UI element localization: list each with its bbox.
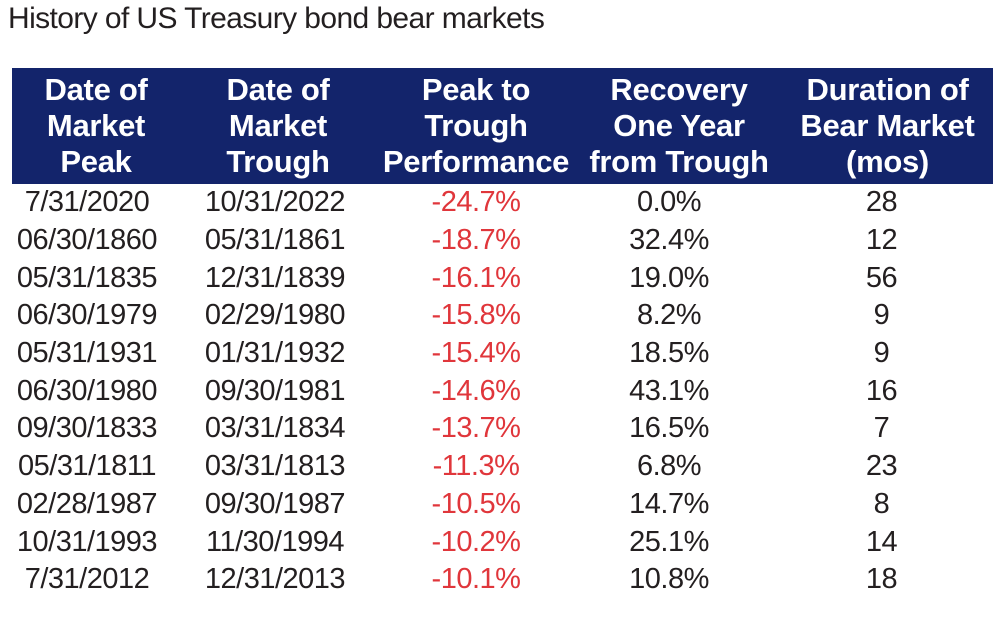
cell-recovery: 16.5% — [629, 412, 709, 445]
cell-peak-date: 05/31/1811 — [18, 450, 157, 483]
cell-recovery: 19.0% — [629, 261, 709, 294]
cell-recovery: 6.8% — [636, 450, 702, 483]
cell-duration: 16 — [865, 374, 898, 407]
cell-trough-date: 05/31/1861 — [204, 224, 346, 257]
header-line: Market — [228, 108, 328, 143]
cell-recovery: 14.7% — [629, 487, 709, 520]
header-recovery-one-year: Recovery One Year from Trough — [576, 68, 782, 184]
page-title: History of US Treasury bond bear markets — [8, 2, 545, 35]
cell-trough-date: 10/31/2022 — [204, 186, 346, 219]
header-line: Peak — [60, 144, 132, 179]
cell-recovery: 18.5% — [629, 337, 709, 370]
table-row: 06/30/1980 09/30/1981 -14.6% 43.1% 16 — [12, 372, 993, 410]
table-header: Date of Market Peak Date of Market Troug… — [12, 68, 993, 184]
header-date-of-market-peak: Date of Market Peak — [12, 68, 180, 184]
cell-performance: -15.8% — [431, 299, 521, 332]
cell-peak-date: 09/30/1833 — [16, 412, 158, 445]
cell-peak-date: 06/30/1860 — [16, 224, 158, 257]
header-line: Date of — [44, 72, 148, 107]
header-duration-of-bear-market: Duration of Bear Market (mos) — [782, 68, 993, 184]
cell-peak-date: 05/31/1931 — [16, 337, 158, 370]
cell-duration: 18 — [865, 563, 898, 596]
cell-duration: 9 — [873, 299, 890, 332]
header-line: Performance — [382, 144, 570, 179]
header-line: Date of — [226, 72, 330, 107]
cell-trough-date: 09/30/1987 — [204, 487, 346, 520]
table-row: 05/31/1811 03/31/1813 -11.3% 6.8% 23 — [12, 448, 993, 486]
cell-peak-date: 05/31/1835 — [16, 261, 158, 294]
cell-performance: -11.3% — [432, 450, 520, 483]
cell-peak-date: 7/31/2020 — [24, 186, 150, 219]
cell-trough-date: 02/29/1980 — [204, 299, 346, 332]
cell-performance: -14.6% — [431, 374, 521, 407]
cell-trough-date: 11/30/1994 — [206, 525, 345, 558]
table-row: 02/28/1987 09/30/1987 -10.5% 14.7% 8 — [12, 486, 993, 524]
header-line: Bear Market — [800, 108, 975, 143]
cell-duration: 8 — [873, 487, 890, 520]
cell-trough-date: 01/31/1932 — [204, 337, 346, 370]
cell-performance: -24.7% — [431, 186, 521, 219]
cell-performance: -13.7% — [431, 412, 521, 445]
table-row: 10/31/1993 11/30/1994 -10.2% 25.1% 14 — [12, 523, 993, 561]
cell-duration: 9 — [873, 337, 890, 370]
bear-market-table: Date of Market Peak Date of Market Troug… — [12, 68, 993, 599]
cell-performance: -18.7% — [431, 224, 521, 257]
cell-trough-date: 12/31/2013 — [204, 563, 346, 596]
cell-trough-date: 03/31/1834 — [204, 412, 346, 445]
header-line: from Trough — [589, 144, 769, 179]
cell-duration: 14 — [865, 525, 898, 558]
cell-recovery: 32.4% — [629, 224, 709, 257]
cell-recovery: 10.8% — [629, 563, 709, 596]
cell-duration: 56 — [865, 261, 898, 294]
cell-trough-date: 12/31/1839 — [204, 261, 346, 294]
table-row: 05/31/1835 12/31/1839 -16.1% 19.0% 56 — [12, 259, 993, 297]
cell-performance: -10.1% — [431, 563, 521, 596]
table-row: 7/31/2012 12/31/2013 -10.1% 10.8% 18 — [12, 561, 993, 599]
cell-peak-date: 06/30/1980 — [16, 374, 158, 407]
cell-trough-date: 03/31/1813 — [204, 450, 346, 483]
header-line: Market — [46, 108, 146, 143]
cell-recovery: 25.1% — [629, 525, 709, 558]
table-row: 7/31/2020 10/31/2022 -24.7% 0.0% 28 — [12, 184, 993, 222]
cell-peak-date: 02/28/1987 — [16, 487, 158, 520]
cell-duration: 23 — [865, 450, 898, 483]
header-line: Peak to — [421, 72, 531, 107]
cell-duration: 28 — [865, 186, 898, 219]
cell-performance: -10.5% — [431, 487, 521, 520]
table-row: 06/30/1860 05/31/1861 -18.7% 32.4% 12 — [12, 222, 993, 260]
header-peak-to-trough-performance: Peak to Trough Performance — [376, 68, 576, 184]
cell-trough-date: 09/30/1981 — [204, 374, 346, 407]
header-date-of-market-trough: Date of Market Trough — [180, 68, 376, 184]
cell-performance: -15.4% — [431, 337, 521, 370]
cell-recovery: 43.1% — [629, 374, 709, 407]
header-row: Date of Market Peak Date of Market Troug… — [12, 68, 993, 184]
header-line: (mos) — [846, 144, 929, 179]
header-line: Duration of — [806, 72, 969, 107]
table-row: 05/31/1931 01/31/1932 -15.4% 18.5% 9 — [12, 335, 993, 373]
cell-recovery: 8.2% — [636, 299, 702, 332]
cell-performance: -16.1% — [431, 261, 521, 294]
cell-recovery: 0.0% — [636, 186, 702, 219]
table-body: 7/31/2020 10/31/2022 -24.7% 0.0% 28 06/3… — [12, 184, 993, 599]
table-row: 09/30/1833 03/31/1834 -13.7% 16.5% 7 — [12, 410, 993, 448]
cell-performance: -10.2% — [431, 525, 521, 558]
cell-duration: 7 — [873, 412, 890, 445]
header-line: One Year — [613, 108, 745, 143]
cell-duration: 12 — [865, 224, 898, 257]
header-line: Trough — [424, 108, 528, 143]
cell-peak-date: 7/31/2012 — [24, 563, 150, 596]
table-row: 06/30/1979 02/29/1980 -15.8% 8.2% 9 — [12, 297, 993, 335]
header-line: Trough — [226, 144, 330, 179]
cell-peak-date: 10/31/1993 — [16, 525, 158, 558]
cell-peak-date: 06/30/1979 — [16, 299, 158, 332]
header-line: Recovery — [610, 72, 748, 107]
